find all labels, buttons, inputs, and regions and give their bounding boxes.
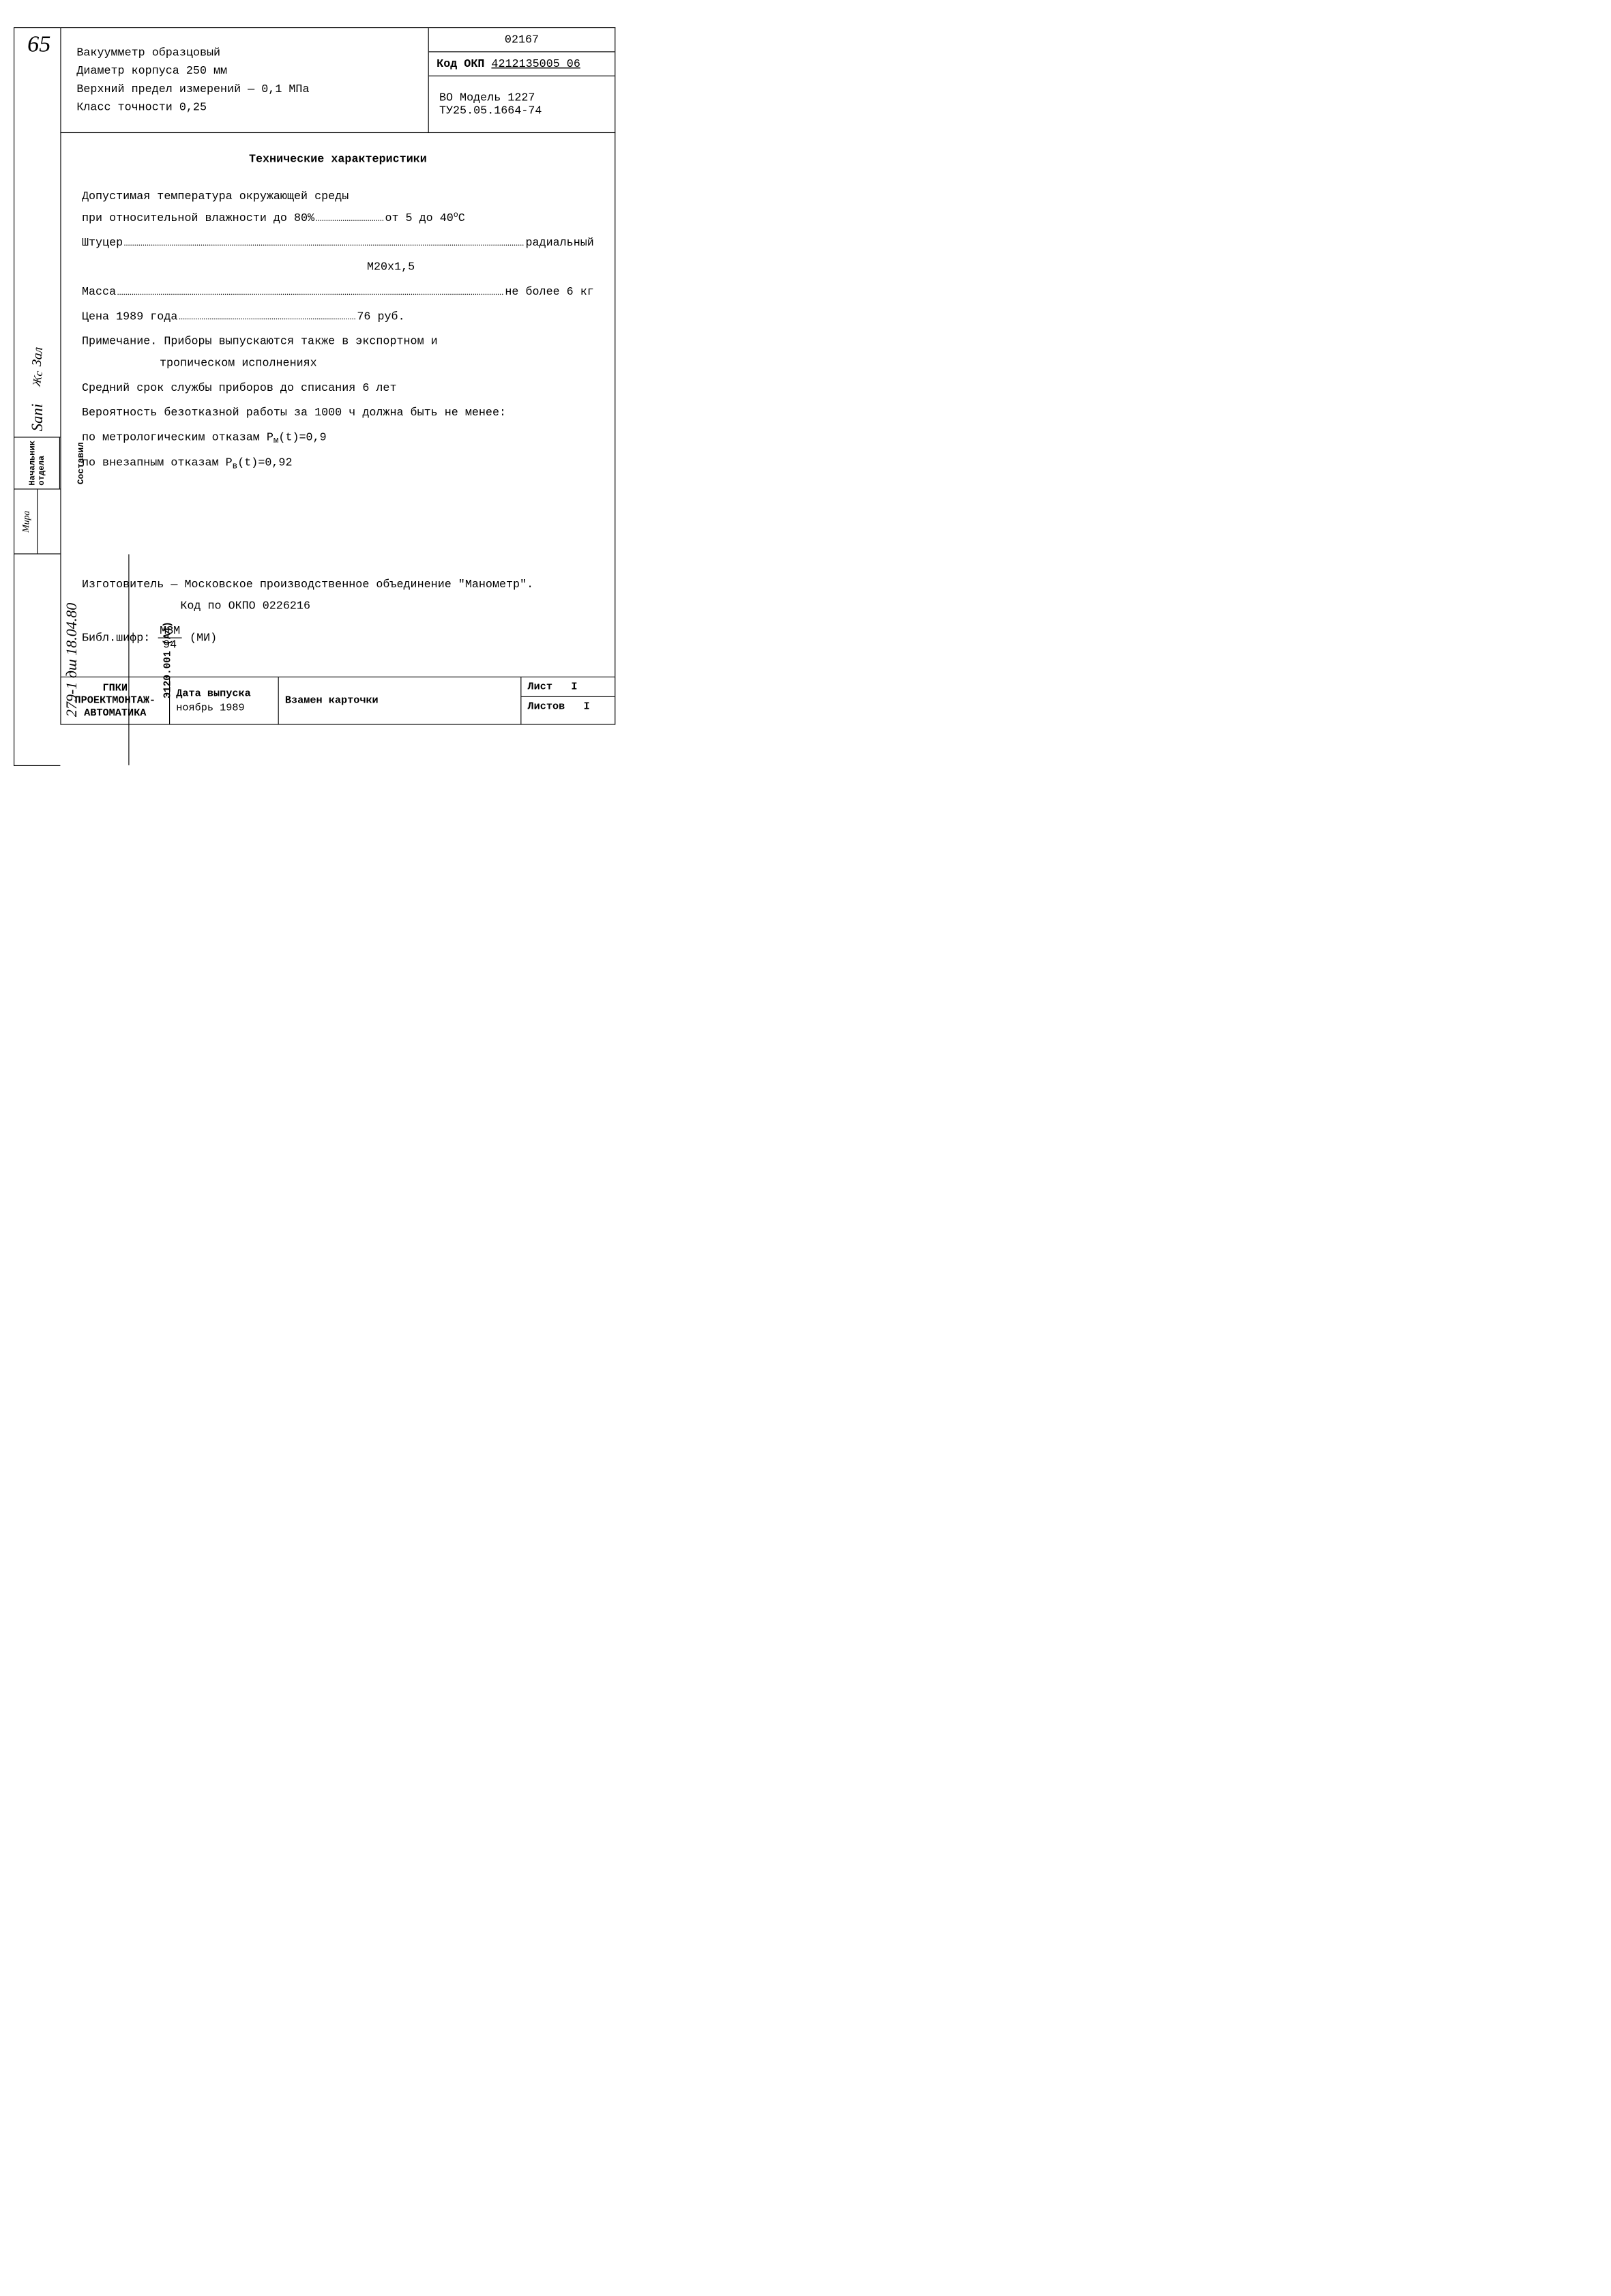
temp-line2: при относительной влажности до 80% от 5 …	[82, 207, 594, 229]
header-codes: 02167 Код ОКП 4212135005 06 ВО Модель 12…	[428, 28, 615, 132]
price-label: Цена 1989 года	[82, 306, 177, 328]
bibcode-label: Библ.шифр:	[82, 632, 150, 645]
note-line2: тропическом исполнениях	[82, 353, 594, 374]
sheet-row: Лист I	[521, 677, 615, 697]
document-page: Зал Жс Sani Начальникотдела Составил Мир…	[14, 27, 615, 370]
desc-line-2: Диаметр корпуса 250 мм	[76, 62, 417, 80]
temp-label: при относительной влажности до 80%	[82, 207, 314, 229]
signature-squiggle: Sani	[29, 404, 46, 432]
temp-value: от 5 до 40оС	[385, 207, 464, 229]
page-number-handwritten: 65	[27, 25, 50, 63]
manufacturer-block: Изготовитель — Московское производственн…	[82, 574, 594, 651]
dots	[117, 293, 503, 295]
model-line2: ТУ25.05.1664-74	[439, 104, 542, 117]
signature-small: Жс	[29, 370, 45, 387]
model-line1: ВО Модель 1227	[439, 91, 535, 104]
dots	[316, 220, 383, 221]
gutter-upper: Зал Жс Sani	[14, 27, 60, 437]
fitting-row: Штуцер радиальный	[82, 232, 594, 254]
section-title: Технические характеристики	[82, 149, 594, 171]
sheets-row: Листов I	[521, 697, 615, 716]
fitting-value2: М20х1,5	[367, 256, 594, 278]
bibcode-row: Библ.шифр: МЗМ 94 (МИ)	[82, 625, 594, 651]
dots	[124, 245, 524, 246]
mass-row: Масса не более 6 кг	[82, 281, 594, 303]
device-description: 65 Вакуумметр образцовый Диаметр корпуса…	[61, 28, 428, 132]
dots	[179, 319, 355, 320]
fitting-label: Штуцер	[82, 232, 123, 254]
mass-value: не более 6 кг	[505, 281, 593, 303]
desc-line-4: Класс точности 0,25	[76, 98, 417, 117]
code-top: 02167	[429, 28, 615, 52]
left-margin-column: Зал Жс Sani Начальникотдела Составил Мир…	[14, 27, 60, 766]
okp-label: Код ОКП	[437, 57, 484, 70]
gutter-lower: 279-1 дш 18.04.80 Э120.001 (А4)	[14, 553, 60, 766]
gutter-head-dept: Начальникотдела Составил	[14, 437, 60, 488]
note-line1: Примечание. Приборы выпускаются также в …	[82, 331, 594, 353]
sheets-label: Листов	[528, 701, 565, 712]
desc-line-3: Верхний предел измерений — 0,1 МПа	[76, 80, 417, 98]
sheets-value: I	[584, 701, 590, 712]
price-value: 76 руб.	[357, 306, 404, 328]
mfr-line2: Код по ОКПО 0226216	[82, 595, 594, 617]
fitting-value: радиальный	[525, 232, 593, 254]
okp-value: 4212135005 06	[491, 57, 580, 70]
model-block: ВО Модель 1227 ТУ25.05.1664-74	[429, 76, 615, 132]
footer-replace: Взамен карточки	[279, 677, 522, 724]
gutter-sig-box: Мира	[14, 488, 60, 553]
body-content: Технические характеристики Допустимая те…	[60, 132, 615, 677]
rel-metr: по метрологическим отказам Рм(t)=0,9	[82, 427, 594, 449]
mfr-line1: Изготовитель — Московское производственн…	[82, 574, 594, 595]
replace-label: Взамен карточки	[285, 695, 514, 707]
bibcode-num: МЗМ	[158, 625, 182, 638]
okp-code: Код ОКП 4212135005 06	[429, 52, 615, 76]
reliability-intro: Вероятность безотказной работы за 1000 ч…	[82, 402, 594, 424]
price-row: Цена 1989 года 76 руб.	[82, 306, 594, 328]
temp-line1: Допустимая температура окружающей среды	[82, 186, 594, 207]
bibcode-suffix: (МИ)	[190, 632, 217, 645]
rel-sudden: по внезапным отказам Рв(t)=0,92	[82, 452, 594, 474]
signature-mira: Мира	[20, 510, 31, 532]
bibcode-den: 94	[163, 638, 177, 650]
desc-line-1: Вакуумметр образцовый	[76, 44, 417, 62]
label-nachalnik: Начальникотдела	[28, 441, 46, 486]
header-block: 65 Вакуумметр образцовый Диаметр корпуса…	[60, 27, 615, 132]
signature-zal: Зал	[29, 347, 46, 367]
life-line: Средний срок службы приборов до списания…	[82, 377, 594, 399]
footer-sheets: Лист I Листов I	[521, 677, 615, 724]
sheet-label: Лист	[528, 681, 552, 692]
bibcode-fraction: МЗМ 94	[158, 625, 182, 651]
mass-label: Масса	[82, 281, 116, 303]
sheet-value: I	[571, 681, 577, 692]
main-column: 65 Вакуумметр образцовый Диаметр корпуса…	[60, 27, 615, 766]
outer-frame: Зал Жс Sani Начальникотдела Составил Мир…	[14, 27, 615, 766]
